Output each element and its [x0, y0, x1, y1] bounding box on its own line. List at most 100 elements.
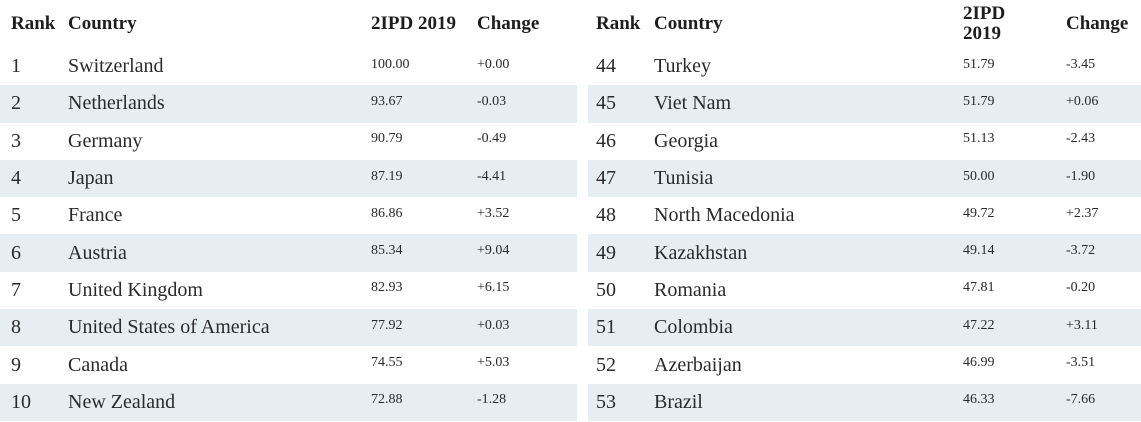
table-row: 48 North Macedonia 49.72 +2.37 — [588, 197, 1141, 234]
score-cell-value: 49.14 — [963, 243, 995, 259]
rank-cell: 9 — [11, 353, 21, 376]
change-cell: -1.28 — [477, 383, 577, 421]
header-score: 2IPD 2019 — [371, 13, 456, 34]
change-cell-value: +0.00 — [477, 56, 510, 72]
header-country: Country — [68, 13, 137, 34]
country-cell: France — [68, 204, 123, 227]
score-cell: 47.81 — [963, 272, 1066, 309]
change-cell: -0.20 — [1066, 272, 1141, 309]
change-cell-value: -1.28 — [477, 392, 507, 408]
change-cell: -1.90 — [1066, 159, 1141, 198]
header-country: Country — [654, 0, 963, 48]
change-cell: +9.04 — [477, 234, 577, 272]
score-cell: 49.72 — [963, 197, 1066, 234]
score-cell: 46.99 — [963, 346, 1066, 383]
table-row: 5 France 86.86 +3.52 — [0, 197, 577, 234]
country-cell: Netherlands — [68, 85, 371, 123]
rank-cell: 3 — [11, 129, 21, 152]
country-cell: Kazakhstan — [654, 234, 963, 272]
change-cell-value: +6.15 — [477, 280, 510, 296]
table-row: 8 United States of America 77.92 +0.03 — [0, 309, 577, 347]
change-cell-value: -0.49 — [477, 131, 507, 147]
change-cell-value: +2.37 — [1066, 205, 1099, 221]
score-cell-value: 49.72 — [963, 205, 995, 221]
header-rank: Rank — [596, 13, 641, 34]
score-cell-value: 82.93 — [371, 280, 403, 296]
country-cell: New Zealand — [68, 383, 371, 421]
table-row: 44 Turkey 51.79 -3.45 — [588, 48, 1141, 85]
rank-cell: 10 — [0, 383, 68, 421]
change-cell: -3.45 — [1066, 48, 1141, 85]
table-row: 51 Colombia 47.22 +3.11 — [588, 309, 1141, 347]
change-cell: -3.51 — [1066, 346, 1141, 383]
change-cell-value: +3.52 — [477, 205, 510, 221]
header-country-label: Country — [654, 13, 723, 34]
table-row: 47 Tunisia 50.00 -1.90 — [588, 159, 1141, 198]
score-cell: 72.88 — [371, 383, 477, 421]
score-cell: 85.34 — [371, 234, 477, 272]
score-cell: 51.79 — [963, 48, 1066, 85]
score-cell: 47.22 — [963, 309, 1066, 347]
score-cell-value: 51.79 — [963, 56, 995, 72]
table-header-row: Rank Country 2IPD 2019 Change — [588, 0, 1141, 48]
change-cell-value: -1.90 — [1066, 168, 1096, 184]
change-cell-value: -2.43 — [1066, 131, 1096, 147]
score-cell-value: 86.86 — [371, 205, 403, 221]
score-cell: 82.93 — [371, 272, 477, 309]
country-cell: Colombia — [654, 309, 963, 347]
score-cell-value: 46.33 — [963, 392, 995, 408]
score-cell-value: 87.19 — [371, 168, 403, 184]
table-row: 49 Kazakhstan 49.14 -3.72 — [588, 234, 1141, 272]
rank-cell: 49 — [588, 234, 654, 272]
score-cell-value: 50.00 — [963, 168, 995, 184]
rank-cell: 53 — [588, 383, 654, 421]
change-cell: +0.00 — [477, 48, 577, 85]
country-cell: Switzerland — [68, 55, 164, 78]
table-row: 50 Romania 47.81 -0.20 — [588, 272, 1141, 309]
score-cell: 50.00 — [963, 159, 1066, 198]
score-cell-value: 47.22 — [963, 317, 995, 333]
score-cell-value: 100.00 — [371, 56, 410, 72]
change-cell: -2.43 — [1066, 123, 1141, 160]
country-cell: Azerbaijan — [654, 353, 742, 376]
score-cell: 77.92 — [371, 309, 477, 347]
country-cell: Austria — [68, 234, 371, 272]
change-cell-value: +9.04 — [477, 243, 510, 259]
change-cell: -7.66 — [1066, 383, 1141, 421]
score-cell: 90.79 — [371, 123, 477, 160]
score-cell: 49.14 — [963, 234, 1066, 272]
change-cell-value: -3.72 — [1066, 243, 1096, 259]
country-cell: North Macedonia — [654, 204, 795, 227]
rank-cell: 6 — [0, 234, 68, 272]
table-row: 6 Austria 85.34 +9.04 — [0, 234, 577, 272]
score-cell-value: 74.55 — [371, 355, 403, 371]
change-cell-value: -0.20 — [1066, 280, 1096, 296]
rank-cell: 7 — [11, 278, 21, 301]
table-row: 9 Canada 74.55 +5.03 — [0, 346, 577, 383]
change-cell-value: -3.51 — [1066, 355, 1096, 371]
change-cell: +3.52 — [477, 197, 577, 234]
country-cell: Romania — [654, 278, 727, 301]
score-cell: 46.33 — [963, 383, 1066, 421]
table-row: 46 Georgia 51.13 -2.43 — [588, 123, 1141, 160]
change-cell: -0.03 — [477, 85, 577, 123]
rank-cell: 50 — [596, 278, 616, 301]
table-row: 45 Viet Nam 51.79 +0.06 — [588, 85, 1141, 123]
change-cell-value: +5.03 — [477, 355, 510, 371]
rank-cell: 44 — [596, 55, 616, 78]
change-cell-value: +0.06 — [1066, 93, 1099, 109]
table-row: 4 Japan 87.19 -4.41 — [0, 159, 577, 198]
score-cell-value: 51.13 — [963, 131, 995, 147]
ranking-table-left: Rank Country 2IPD 2019 Change 1 Switzerla… — [0, 0, 577, 421]
table-header-row: Rank Country 2IPD 2019 Change — [0, 0, 577, 48]
change-cell: -3.72 — [1066, 234, 1141, 272]
country-cell: Turkey — [654, 55, 712, 78]
change-cell-value: -0.03 — [477, 93, 507, 109]
change-cell: +2.37 — [1066, 197, 1141, 234]
score-cell: 86.86 — [371, 197, 477, 234]
country-cell: Japan — [68, 159, 371, 198]
change-cell: +5.03 — [477, 346, 577, 383]
rank-cell: 45 — [588, 85, 654, 123]
change-cell: +0.03 — [477, 309, 577, 347]
country-cell: Georgia — [654, 129, 719, 152]
